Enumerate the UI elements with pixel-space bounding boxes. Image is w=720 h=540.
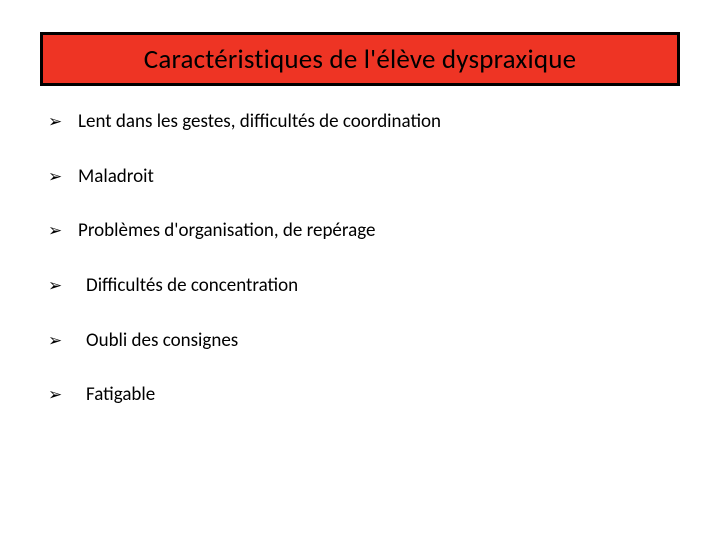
list-item-text: Maladroit [78, 165, 154, 190]
bullet-list: ➢ Lent dans les gestes, difficultés de c… [48, 110, 668, 438]
list-item: ➢ Maladroit [48, 165, 668, 190]
list-item: ➢ Problèmes d'organisation, de repérage [48, 219, 668, 244]
slide-title: Caractéristiques de l'élève dyspraxique [144, 43, 577, 76]
arrow-bullet-icon: ➢ [48, 165, 78, 189]
list-item-text: Fatigable [78, 383, 155, 408]
arrow-bullet-icon: ➢ [48, 219, 78, 243]
arrow-bullet-icon: ➢ [48, 274, 78, 298]
list-item-text: Oubli des consignes [78, 329, 238, 354]
title-box: Caractéristiques de l'élève dyspraxique [40, 32, 680, 86]
list-item-text: Difficultés de concentration [78, 274, 298, 299]
list-item: ➢ Lent dans les gestes, difficultés de c… [48, 110, 668, 135]
list-item-text: Lent dans les gestes, difficultés de coo… [78, 110, 441, 135]
arrow-bullet-icon: ➢ [48, 383, 78, 407]
arrow-bullet-icon: ➢ [48, 329, 78, 353]
list-item: ➢ Oubli des consignes [48, 329, 668, 354]
list-item-text: Problèmes d'organisation, de repérage [78, 219, 375, 244]
list-item: ➢ Fatigable [48, 383, 668, 408]
list-item: ➢ Difficultés de concentration [48, 274, 668, 299]
arrow-bullet-icon: ➢ [48, 110, 78, 134]
